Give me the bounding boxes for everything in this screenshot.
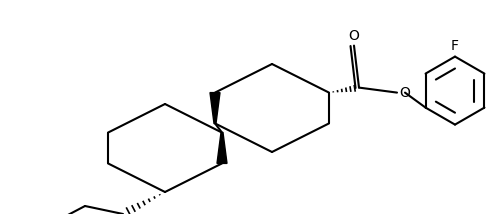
Polygon shape xyxy=(217,133,227,163)
Text: F: F xyxy=(451,39,459,53)
Text: O: O xyxy=(349,29,360,43)
Polygon shape xyxy=(210,93,220,123)
Text: O: O xyxy=(399,86,410,100)
